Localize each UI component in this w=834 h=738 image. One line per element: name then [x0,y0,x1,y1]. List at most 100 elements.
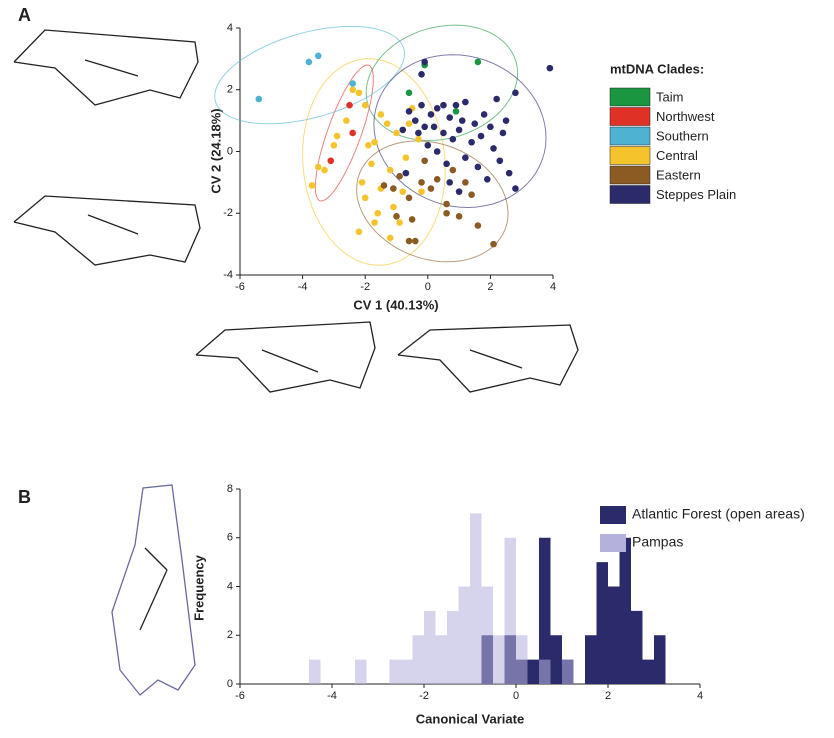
point [474,163,482,171]
point [305,58,313,66]
wing [13,29,199,106]
y-axis-label: CV 2 (24.18%) [208,108,223,193]
x-tick-label: 0 [513,690,519,702]
point [402,169,410,177]
point [433,148,441,155]
y-tick-label: 0 [227,145,233,157]
bar [389,659,401,684]
point [321,166,328,174]
bar [493,635,505,684]
point [377,111,385,118]
wing-vein [469,349,523,369]
point [314,163,322,171]
point [480,111,488,118]
point [418,101,425,109]
y-axis-label: Frequency [191,554,206,621]
point [418,179,425,186]
point [490,240,497,248]
point [440,101,447,109]
bar [631,610,643,684]
bar [504,537,516,684]
point [474,58,482,66]
legend-swatch [609,87,651,107]
point [396,172,403,180]
legend-label: Southern [656,128,709,143]
point [471,120,479,128]
x-tick-label: 2 [487,281,493,293]
legend-label: Northwest [656,109,715,124]
point [427,185,435,192]
point [474,222,482,229]
x-tick-label: 0 [425,281,431,293]
point [333,132,341,140]
point [477,132,485,140]
point [393,213,400,220]
x-tick-label: -4 [298,281,308,293]
wing [397,324,579,393]
point [358,179,366,186]
wing [195,321,376,393]
point [512,89,519,97]
point [449,135,457,143]
point [386,234,394,242]
point [443,160,450,168]
point [411,237,419,245]
point [405,89,413,97]
y-tick-label: 4 [227,22,233,34]
legend-label: Taim [656,89,683,104]
confidence-ellipse [373,54,547,209]
x-tick-label: 2 [605,690,611,702]
point [421,157,428,165]
point [462,179,469,186]
point [399,188,407,195]
point [255,95,263,103]
point [493,95,500,103]
wing [111,484,196,696]
bar [516,635,528,684]
point [374,209,382,217]
bar [642,659,654,684]
point [415,129,422,137]
legend-label: Central [656,148,698,163]
legend-label: Pampas [632,534,683,550]
point [411,117,419,124]
point [355,89,363,97]
point [421,58,428,66]
point [405,194,413,202]
point [405,237,413,245]
bar [608,586,620,684]
bar [424,610,436,684]
legend-swatch [609,165,651,185]
point [499,129,507,137]
point [418,188,425,195]
y-tick-label: -4 [223,269,233,281]
bar [355,659,367,684]
point [399,126,407,134]
point [487,123,494,131]
bar [539,537,551,684]
point [349,86,356,94]
bar [619,537,631,684]
y-tick-label: 2 [227,84,233,96]
point [361,101,369,109]
y-tick-label: -2 [223,207,233,219]
point [546,64,554,72]
y-tick-label: 6 [227,532,233,544]
point [371,138,378,146]
bar [550,635,562,684]
point [440,129,447,137]
bar [596,562,608,684]
wing-vein [261,349,319,373]
point [496,157,504,165]
point [349,80,356,87]
point [443,200,450,208]
point [449,166,457,174]
point [427,111,435,118]
point [433,175,441,183]
point [483,175,491,183]
legend-swatch [609,126,651,146]
point [405,120,413,128]
legend-label: Steppes Plain [656,187,736,202]
legend-title: mtDNA Clades: [610,61,704,76]
bar [481,586,493,684]
